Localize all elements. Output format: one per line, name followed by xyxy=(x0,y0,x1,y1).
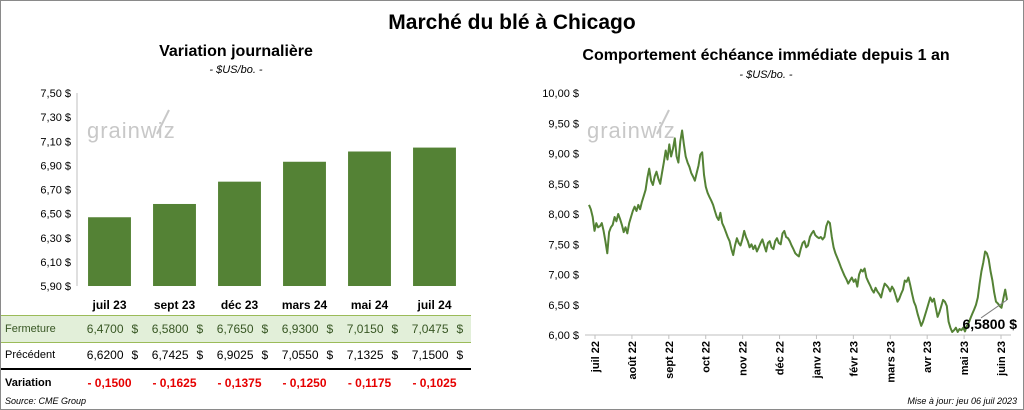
line-x-tick-label: nov 22 xyxy=(738,341,750,376)
line-y-tick-label: 9,00 $ xyxy=(548,149,579,161)
line-y-tick-label: 6,00 $ xyxy=(548,330,579,342)
line-x-tick-label: avr 23 xyxy=(922,341,934,373)
bar-category-label: juil 24 xyxy=(416,298,451,312)
variation-cell: - 0,1250 xyxy=(282,376,327,390)
close-row-label: Fermeture xyxy=(5,323,56,335)
bar-watermark: grainwiz xyxy=(87,109,176,143)
variation-cell: - 0,1025 xyxy=(412,376,457,390)
bar-category-label: déc 23 xyxy=(221,298,259,312)
previous-cell: 6,7425 xyxy=(151,348,189,362)
currency-symbol: $ xyxy=(391,348,399,362)
currency-symbol: $ xyxy=(196,322,204,336)
close-cell: 6,5800 xyxy=(151,322,189,336)
line-x-tick-label: mars 23 xyxy=(885,341,897,383)
bar-category-label: juil 23 xyxy=(91,298,126,312)
variation-cell: - 0,1375 xyxy=(217,376,262,390)
line-x-tick-label: oct 22 xyxy=(701,341,713,373)
bar-0 xyxy=(88,217,131,286)
bar-chart-title: Variation journalière xyxy=(159,43,313,60)
previous-cell: 7,1500 xyxy=(411,348,449,362)
bar-chart: 5,90 $ 6,10 $ 6,30 $ 6,50 $ 6,70 $ 6,90 $ 7,10… xyxy=(40,88,456,312)
watermark-stroke xyxy=(656,109,670,135)
currency-symbol: $ xyxy=(456,348,464,362)
bar-y-tick-label: 6,70 $ xyxy=(40,185,71,197)
bar-y-tick-label: 6,30 $ xyxy=(40,233,71,245)
close-cell: 6,9300 xyxy=(281,322,319,336)
currency-symbol: $ xyxy=(456,322,464,336)
currency-symbol: $ xyxy=(131,348,139,362)
currency-symbol: $ xyxy=(261,348,269,362)
previous-row-label: Précédent xyxy=(5,349,56,361)
table-row-variation: Variation - 0,1500 - 0,1625 - 0,1375 - 0,12… xyxy=(1,370,471,396)
close-cell: 7,0150 xyxy=(346,322,384,336)
line-x-tick-label: janv 23 xyxy=(811,341,823,379)
line-chart-title: Comportement échéance immédiate depuis 1… xyxy=(582,47,950,64)
source-note: Source: CME Group xyxy=(5,396,87,406)
bar-y-tick-label: 7,50 $ xyxy=(40,88,71,100)
close-cell: 6,7650 xyxy=(216,322,254,336)
bar-5 xyxy=(413,147,456,286)
bar-y-tick-label: 7,30 $ xyxy=(40,112,71,124)
bar-y-tick-label: 5,90 $ xyxy=(40,281,71,293)
line-y-tick-label: 7,00 $ xyxy=(548,270,579,282)
bar-y-tick-label: 7,10 $ xyxy=(40,136,71,148)
bar-y-tick-label: 6,50 $ xyxy=(40,209,71,221)
line-x-tick-label: juil 22 xyxy=(590,341,602,373)
line-y-tick-label: 10,00 $ xyxy=(542,88,579,100)
currency-symbol: $ xyxy=(326,322,334,336)
price-line xyxy=(588,129,1008,333)
last-value-label: 6,5800 $ xyxy=(963,316,1018,332)
currency-symbol: $ xyxy=(326,348,334,362)
watermark-stroke xyxy=(156,109,170,135)
currency-symbol: $ xyxy=(131,322,139,336)
bar-1 xyxy=(153,203,196,286)
line-y-tick-label: 6,50 $ xyxy=(548,300,579,312)
update-note: Mise à jour: jeu 06 juil 2023 xyxy=(907,396,1017,406)
line-y-tick-label: 9,50 $ xyxy=(548,118,579,130)
bar-4 xyxy=(348,151,391,286)
currency-symbol: $ xyxy=(196,348,204,362)
line-y-tick-label: 7,50 $ xyxy=(548,239,579,251)
bar-chart-subtitle: - $US/bo. - xyxy=(209,64,263,76)
table-row-previous: Précédent 6,6200 $6,7425 $6,9025 $7,0550 $7,… xyxy=(1,342,471,370)
line-x-tick-label: mai 23 xyxy=(959,341,971,375)
bar-y-tick-label: 6,10 $ xyxy=(40,257,71,269)
line-chart-subtitle: - $US/bo. - xyxy=(739,69,793,81)
previous-cell: 7,0550 xyxy=(281,348,319,362)
line-x-tick-label: déc 22 xyxy=(775,341,787,375)
bar-category-label: mai 24 xyxy=(351,298,389,312)
line-watermark: grainwiz xyxy=(587,109,676,143)
variation-cell: - 0,1625 xyxy=(152,376,197,390)
line-x-tick-label: sept 22 xyxy=(664,341,676,379)
line-x-tick-label: févr 23 xyxy=(848,341,860,376)
line-x-tick-label: août 22 xyxy=(627,341,639,380)
close-cell: 7,0475 xyxy=(411,322,449,336)
currency-symbol: $ xyxy=(261,322,269,336)
previous-cell: 6,9025 xyxy=(216,348,254,362)
previous-cell: 7,1325 xyxy=(346,348,384,362)
close-cell: 6,4700 xyxy=(86,322,124,336)
line-x-tick-label: juin 23 xyxy=(996,341,1008,377)
last-value-leader xyxy=(980,299,1008,319)
line-y-tick-label: 8,00 $ xyxy=(548,209,579,221)
currency-symbol: $ xyxy=(391,322,399,336)
variation-row-label: Variation xyxy=(5,377,52,389)
bar-y-tick-label: 6,90 $ xyxy=(40,160,71,172)
table-row-close: Fermeture 6,4700 $6,5800 $6,7650 $6,9300 $7,… xyxy=(1,315,471,343)
previous-cell: 6,6200 xyxy=(86,348,124,362)
watermark-text: grainwiz xyxy=(87,118,176,143)
bar-2 xyxy=(218,181,261,286)
bar-category-label: sept 23 xyxy=(154,298,196,312)
variation-cell: - 0,1175 xyxy=(347,376,392,390)
bar-3 xyxy=(283,161,326,286)
main-title: Marché du blé à Chicago xyxy=(388,11,636,34)
variation-cell: - 0,1500 xyxy=(87,376,132,390)
watermark-text: grainwiz xyxy=(587,118,676,143)
line-y-tick-label: 8,50 $ xyxy=(548,179,579,191)
bar-category-label: mars 24 xyxy=(282,298,328,312)
